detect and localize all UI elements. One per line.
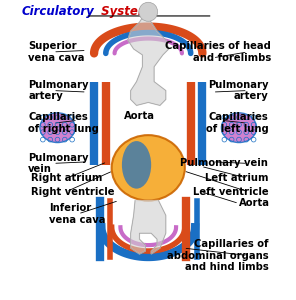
Circle shape [139,2,157,21]
Text: Pulmonary
artery: Pulmonary artery [208,80,268,101]
Text: Pulmonary
vein: Pulmonary vein [28,153,89,174]
Ellipse shape [221,113,257,142]
Text: Capillaries
of left lung: Capillaries of left lung [205,112,268,134]
Text: Circulatory: Circulatory [21,5,94,18]
Text: Left atrium: Left atrium [205,173,268,183]
Text: Aorta: Aorta [239,199,270,208]
Ellipse shape [112,135,185,200]
Text: Capillaries of head
and forelimbs: Capillaries of head and forelimbs [165,41,271,63]
Text: Right ventricle: Right ventricle [31,187,115,196]
Text: Capillaries
of right lung: Capillaries of right lung [28,112,99,134]
Polygon shape [131,200,166,254]
Text: Pulmonary
artery: Pulmonary artery [28,80,89,101]
Text: Inferior
vena cava: Inferior vena cava [49,203,105,225]
Ellipse shape [122,141,151,189]
Text: System: System [97,5,150,18]
Ellipse shape [40,113,75,142]
Text: Right atrium: Right atrium [31,173,102,183]
Text: Aorta: Aorta [124,111,155,121]
Polygon shape [128,13,169,105]
Text: Left ventricle: Left ventricle [193,187,268,196]
Text: Superior
vena cava: Superior vena cava [28,41,85,63]
Text: Capillaries of
abdominal organs
and hind limbs: Capillaries of abdominal organs and hind… [167,239,268,272]
Text: Pulmonary vein: Pulmonary vein [180,158,268,168]
